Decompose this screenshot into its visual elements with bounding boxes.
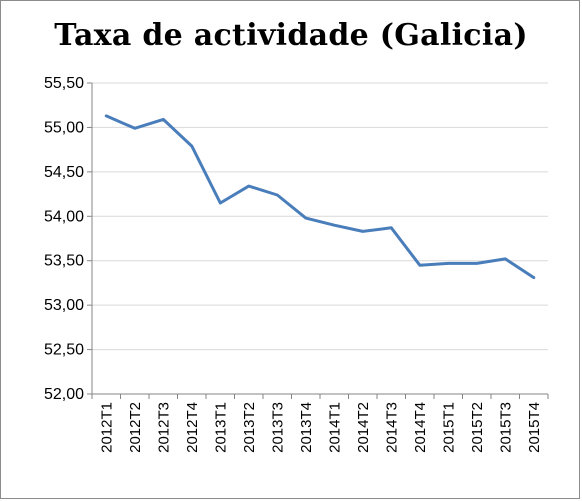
x-tick-labels: 2012T1 2012T2 2012T3 2012T4 2013T1 2013T2 2013… xyxy=(98,402,543,453)
x-tick-label: 2013T3 xyxy=(269,402,286,453)
y-tick-label: 55,00 xyxy=(44,119,84,136)
data-point xyxy=(447,262,450,265)
x-tick-label: 2015T3 xyxy=(497,402,514,453)
x-tick-label: 2015T1 xyxy=(440,402,457,453)
x-tick-label: 2012T2 xyxy=(127,402,144,453)
x-tick-label: 2012T4 xyxy=(184,402,201,453)
y-tick-label: 55,50 xyxy=(44,75,84,92)
data-point xyxy=(361,230,364,233)
data-point xyxy=(390,226,393,230)
x-tick-label: 2014T3 xyxy=(383,402,400,453)
y-tick-label: 54,00 xyxy=(44,208,84,225)
x-tick-label: 2013T4 xyxy=(298,402,315,453)
x-tick-label: 2012T1 xyxy=(98,402,115,453)
y-tick-labels: 52,00 52,50 53,00 53,50 54,00 54,50 55,00 55,50 xyxy=(44,75,84,403)
y-tick-label: 54,50 xyxy=(44,164,84,181)
chart-title: Taxa de actividade (Galicia) xyxy=(54,18,528,53)
y-tick-label: 53,00 xyxy=(44,297,84,314)
x-tick-label: 2015T4 xyxy=(526,402,543,453)
data-point xyxy=(504,257,507,261)
data-point xyxy=(133,127,136,130)
axes xyxy=(87,82,549,399)
y-tick-label: 52,00 xyxy=(44,386,84,403)
data-point xyxy=(105,114,108,118)
gridlines xyxy=(92,82,548,351)
series-group xyxy=(104,114,536,280)
data-point xyxy=(475,262,478,265)
data-point xyxy=(304,216,307,220)
data-point xyxy=(162,118,165,121)
x-tick-label: 2012T3 xyxy=(155,402,172,453)
data-point xyxy=(532,276,535,279)
x-tick-label: 2014T4 xyxy=(412,402,429,453)
x-tick-label: 2014T1 xyxy=(326,402,343,453)
series-line xyxy=(104,114,536,280)
x-tick-label: 2015T2 xyxy=(469,402,486,453)
data-point xyxy=(418,263,421,267)
x-tick-label: 2014T2 xyxy=(355,402,372,453)
data-point xyxy=(333,223,336,227)
y-tick-label: 52,50 xyxy=(44,342,84,359)
x-tick-label: 2013T2 xyxy=(241,402,258,453)
x-tick-label: 2013T1 xyxy=(212,402,229,453)
data-point xyxy=(219,201,222,205)
data-point xyxy=(190,144,193,148)
y-tick-label: 53,50 xyxy=(44,253,84,270)
data-point xyxy=(276,193,279,197)
data-point xyxy=(247,184,250,188)
